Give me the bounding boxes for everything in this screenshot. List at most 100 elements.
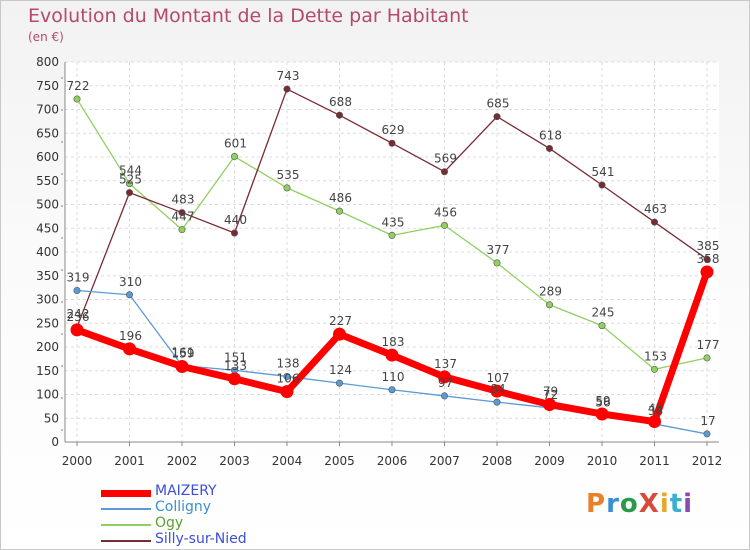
- y-tick-label: 200: [36, 340, 59, 354]
- data-point: [598, 322, 606, 330]
- data-label: 688: [329, 95, 352, 109]
- data-label: 236: [67, 310, 90, 324]
- legend-swatch: [101, 524, 151, 526]
- legend-label: MAIZERY: [155, 483, 217, 499]
- data-label: 242: [67, 307, 90, 321]
- proxiti-logo: ProXiti: [586, 489, 694, 519]
- y-tick-label: 100: [36, 388, 59, 402]
- data-label: 483: [172, 193, 195, 207]
- data-point: [440, 392, 448, 400]
- y-tick-label: 50: [44, 411, 59, 425]
- data-label: 535: [277, 168, 300, 182]
- data-label: 319: [67, 270, 90, 284]
- data-label: 310: [119, 275, 142, 289]
- data-point: [388, 386, 396, 394]
- y-tick-label: 150: [36, 364, 59, 378]
- data-point: [231, 153, 239, 161]
- data-point: [231, 229, 239, 237]
- data-label: 56: [595, 395, 610, 409]
- data-point: [440, 221, 448, 229]
- y-tick-label: 300: [36, 293, 59, 307]
- data-point: [703, 354, 711, 362]
- data-point: [335, 111, 343, 119]
- x-tick-label: 2011: [639, 454, 670, 468]
- data-label: 106: [277, 372, 300, 386]
- data-label: 618: [539, 128, 562, 142]
- legend-swatch: [101, 540, 151, 542]
- data-label: 107: [487, 371, 510, 385]
- data-point: [438, 370, 451, 384]
- data-label: 72: [543, 388, 558, 402]
- data-label: 84: [490, 382, 505, 396]
- data-label: 541: [592, 165, 615, 179]
- data-label: 525: [119, 173, 142, 187]
- y-tick-label: 250: [36, 316, 59, 330]
- data-point: [126, 180, 134, 188]
- data-label: 435: [382, 215, 405, 229]
- chart-title: Evolution du Montant de la Dette par Hab…: [28, 5, 469, 27]
- data-label: 159: [172, 346, 195, 360]
- x-tick-label: 2010: [587, 454, 618, 468]
- legend-swatch: [101, 508, 151, 510]
- data-label: 151: [224, 350, 247, 364]
- data-point: [703, 430, 711, 438]
- data-point: [598, 181, 606, 189]
- y-tick-label: 350: [36, 269, 59, 283]
- y-tick-label: 450: [36, 221, 59, 235]
- x-tick-label: 2005: [324, 454, 355, 468]
- data-point: [545, 301, 553, 309]
- y-tick-label: 500: [36, 198, 59, 212]
- legend-label: Colligny: [155, 499, 212, 515]
- data-label: 722: [67, 79, 90, 93]
- data-point: [178, 226, 186, 234]
- data-point: [73, 286, 81, 294]
- data-label: 138: [277, 356, 300, 370]
- x-tick-label: 2006: [377, 454, 408, 468]
- data-label: 456: [434, 205, 457, 219]
- data-point: [283, 184, 291, 192]
- data-point: [388, 231, 396, 239]
- data-point: [595, 407, 609, 421]
- data-point: [175, 359, 189, 373]
- data-point: [648, 415, 661, 429]
- data-label: 79: [543, 384, 558, 398]
- data-label: 245: [592, 306, 615, 320]
- data-label: 183: [382, 335, 405, 349]
- legend-label: Silly-sur-Nied: [155, 531, 247, 547]
- data-label: 743: [277, 69, 300, 83]
- x-tick-label: 2012: [692, 454, 723, 468]
- data-point: [228, 372, 241, 386]
- data-point: [335, 379, 343, 387]
- data-point: [493, 398, 501, 406]
- data-point: [545, 144, 553, 152]
- data-label: 153: [644, 349, 667, 363]
- data-point: [283, 85, 291, 93]
- y-tick-label: 0: [51, 435, 59, 449]
- data-point: [126, 291, 134, 299]
- data-point: [493, 113, 501, 121]
- x-tick-label: 2000: [62, 454, 93, 468]
- data-label: 569: [434, 152, 457, 166]
- x-tick-label: 2001: [114, 454, 145, 468]
- data-point: [283, 372, 291, 380]
- data-point: [385, 348, 399, 362]
- data-label: 377: [487, 243, 510, 257]
- x-tick-label: 2002: [167, 454, 198, 468]
- y-tick-label: 600: [36, 150, 59, 164]
- data-label: 629: [382, 123, 405, 137]
- x-tick-label: 2003: [219, 454, 250, 468]
- data-label: 463: [644, 202, 667, 216]
- data-label: 133: [224, 359, 247, 373]
- data-label: 544: [119, 164, 142, 178]
- chart-subtitle: (en €): [28, 30, 64, 44]
- data-label: 685: [487, 97, 510, 111]
- data-label: 17: [700, 414, 715, 428]
- data-label: 38: [648, 404, 663, 418]
- data-label: 59: [595, 394, 610, 408]
- data-point: [123, 342, 136, 356]
- data-label: 110: [382, 370, 405, 384]
- data-point: [493, 259, 501, 267]
- y-tick-label: 700: [36, 103, 59, 117]
- data-label: 124: [329, 363, 352, 377]
